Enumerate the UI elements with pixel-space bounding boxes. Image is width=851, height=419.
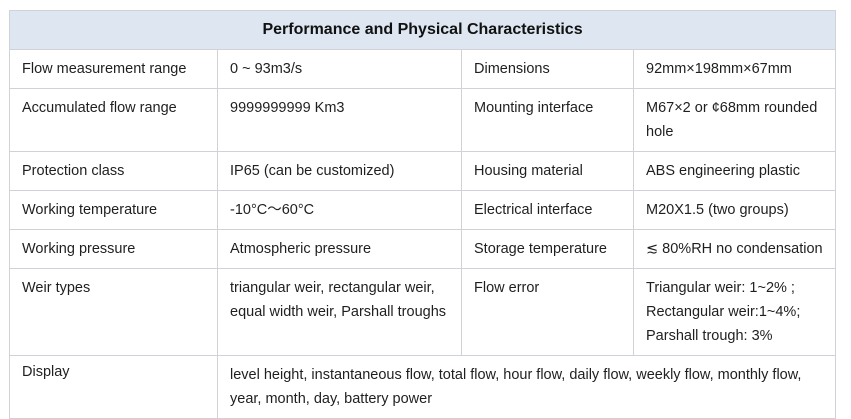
spec-label: Housing material: [461, 151, 634, 191]
table-row: Working pressure Atmospheric pressure St…: [9, 229, 837, 269]
spec-value: Atmospheric pressure: [217, 229, 462, 269]
spec-value-multiline: Triangular weir: 1~2% ; Rectangular weir…: [632, 268, 837, 356]
spec-value: level height, instantaneous flow, total …: [216, 355, 837, 419]
spec-value: M20X1.5 (two groups): [632, 190, 837, 230]
table-title: Performance and Physical Characteristics: [8, 10, 837, 50]
table-row: Weir types triangular weir, rectangular …: [9, 268, 837, 356]
spec-value: -10°C〜60°C: [217, 190, 462, 230]
spec-value: IP65 (can be customized): [217, 151, 462, 191]
spec-value: 92mm×198mm×67mm: [632, 49, 837, 89]
table-row: Protection class IP65 (can be customized…: [9, 151, 837, 191]
spec-value: ≲ 80%RH no condensation: [632, 229, 837, 269]
value-line: Rectangular weir:1~4%;: [646, 304, 801, 320]
spec-label: Working pressure: [9, 229, 218, 269]
spec-label: Weir types: [9, 268, 218, 356]
table-header-row: Performance and Physical Characteristics: [8, 10, 837, 50]
spec-label: Flow measurement range: [9, 49, 218, 89]
table-row: Working temperature -10°C〜60°C Electrica…: [9, 190, 837, 230]
spec-label: Storage temperature: [461, 229, 634, 269]
spec-label: Working temperature: [9, 190, 218, 230]
value-line: Parshall trough: 3%: [646, 328, 773, 344]
value-line: Triangular weir: 1~2% ;: [646, 280, 795, 296]
table-row: Accumulated flow range 9999999999 Km3 Mo…: [9, 88, 837, 152]
spec-table: Performance and Physical Characteristics…: [8, 10, 837, 419]
spec-label: Electrical interface: [461, 190, 634, 230]
spec-value: M67×2 or ¢68mm rounded hole: [632, 88, 837, 152]
spec-label: Flow error: [461, 268, 634, 356]
spec-label: Dimensions: [461, 49, 634, 89]
table-row: Flow measurement range 0 ~ 93m3/s Dimens…: [9, 49, 837, 89]
spec-label: Mounting interface: [461, 88, 634, 152]
spec-value: triangular weir, rectangular weir, equal…: [217, 268, 462, 356]
spec-value: ABS engineering plastic: [632, 151, 837, 191]
spec-value: 0 ~ 93m3/s: [217, 49, 462, 89]
spec-label: Display: [9, 355, 218, 419]
table-row: Display level height, instantaneous flow…: [9, 355, 837, 419]
spec-label: Accumulated flow range: [9, 88, 218, 152]
spec-value: 9999999999 Km3: [217, 88, 462, 152]
spec-label: Protection class: [9, 151, 218, 191]
